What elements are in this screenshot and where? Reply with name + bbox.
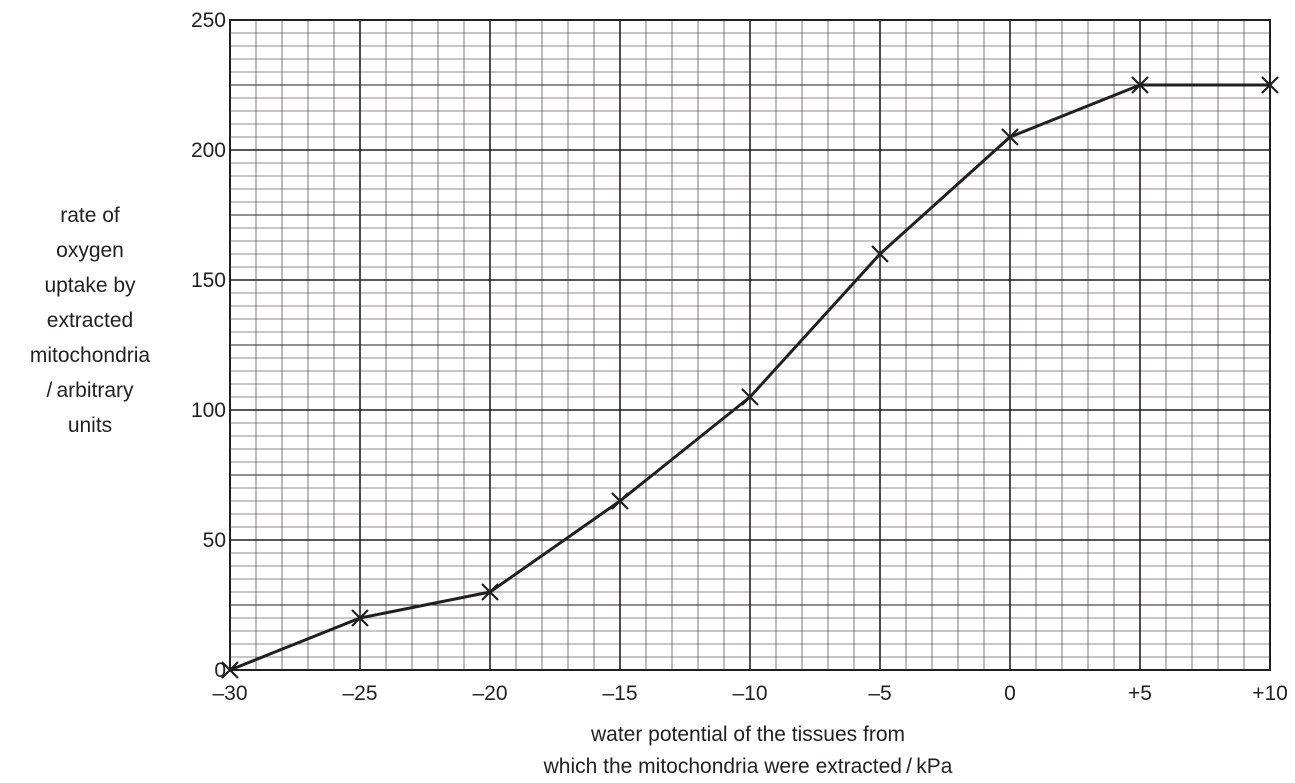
y-tick-label: 100	[191, 399, 226, 422]
x-tick-labels: –30 –25 –20 –15 –10 –5 0 +5 +10	[212, 682, 1287, 705]
x-tick-label: –15	[602, 682, 637, 705]
data-point-marker	[871, 245, 889, 263]
x-axis-title-line: water potential of the tissues from	[590, 723, 905, 746]
data-point-marker	[741, 388, 759, 406]
y-axis-title-line: units	[68, 414, 112, 437]
y-axis-title-line: oxygen	[56, 239, 124, 262]
y-axis-title: rate of oxygen uptake by extracted mitochond…	[30, 204, 151, 437]
x-axis-title: water potential of the tissues from which…	[543, 723, 953, 778]
y-tick-label: 150	[191, 269, 226, 292]
y-tick-label: 250	[191, 9, 226, 32]
y-axis-title-line: mitochondria	[30, 344, 151, 367]
x-axis-title-line: which the mitochondria were extracted / …	[543, 755, 953, 778]
grid	[229, 19, 1271, 671]
x-tick-label: –5	[868, 682, 891, 705]
x-tick-label: +5	[1128, 682, 1152, 705]
y-axis-title-line: uptake by	[44, 274, 136, 297]
data-point-marker	[611, 492, 629, 510]
x-tick-label: –25	[342, 682, 377, 705]
y-tick-label: 200	[191, 139, 226, 162]
x-tick-label: 0	[1004, 682, 1016, 705]
plot-border	[229, 19, 1271, 671]
y-axis-title-line: / arbitrary	[46, 379, 134, 402]
data-point-marker	[221, 661, 239, 679]
data-point-marker	[1261, 76, 1279, 94]
x-tick-label: –20	[472, 682, 507, 705]
data-series	[221, 76, 1279, 679]
data-point-marker	[481, 583, 499, 601]
y-tick-labels: 0 50 100 150 200 250	[191, 9, 226, 682]
y-tick-label: 0	[214, 659, 226, 682]
x-tick-label: +10	[1252, 682, 1288, 705]
y-axis-title-line: extracted	[47, 309, 133, 332]
y-tick-label: 50	[203, 529, 226, 552]
y-axis-title-line: rate of	[60, 204, 120, 227]
data-point-marker	[1001, 128, 1019, 146]
data-point-marker	[1131, 76, 1149, 94]
data-point-marker	[351, 609, 369, 627]
x-tick-label: –10	[732, 682, 767, 705]
plot-frame	[229, 19, 1271, 671]
x-tick-label: –30	[212, 682, 247, 705]
